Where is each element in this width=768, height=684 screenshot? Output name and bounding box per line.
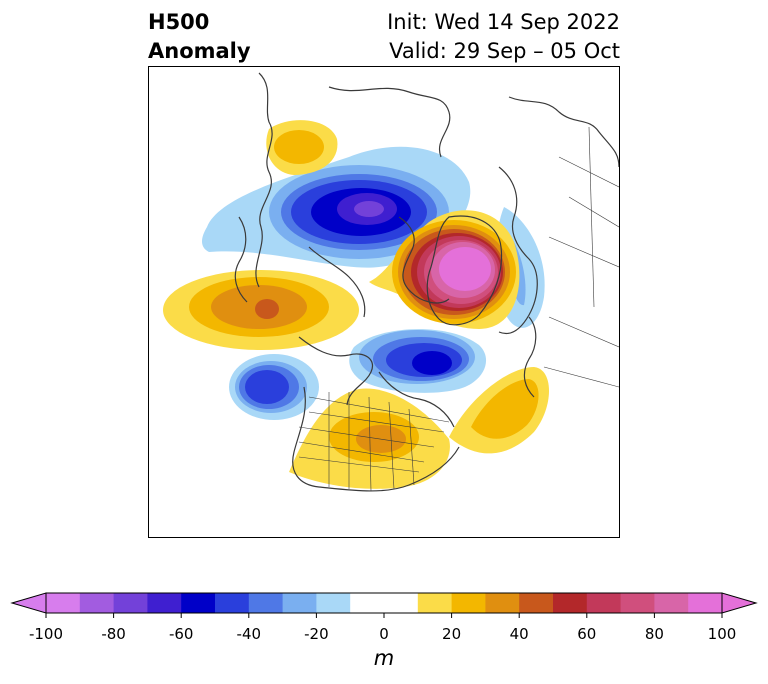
title-type: Anomaly — [148, 39, 251, 63]
colorbar-tick-label: 100 — [707, 625, 737, 643]
colorbar-segment — [113, 593, 148, 613]
colorbar-tick-label: 80 — [644, 625, 664, 643]
colorbar-segment — [350, 593, 385, 613]
colorbar — [10, 592, 758, 618]
colorbar-segment — [282, 593, 317, 613]
map-frame — [148, 66, 620, 538]
anomaly-map — [163, 72, 619, 492]
colorbar-tick-label: 60 — [577, 625, 597, 643]
colorbar-segment — [147, 593, 182, 613]
central-atlantic-ridge-contours — [449, 367, 549, 454]
colorbar-segment — [384, 593, 419, 613]
colorbar-tick-label: 40 — [509, 625, 529, 643]
title-field: H500 — [148, 10, 210, 34]
colorbar-segment — [46, 593, 81, 613]
pacific-trough-contours — [229, 354, 319, 420]
colorbar-segment — [181, 593, 216, 613]
colorbar-segment — [553, 593, 588, 613]
colorbar-segment — [519, 593, 554, 613]
colorbar-segment — [688, 593, 723, 613]
colorbar-segment — [316, 593, 351, 613]
us-ridge-contours — [289, 388, 450, 489]
colorbar-tick-label: -20 — [304, 625, 329, 643]
valid-range: Valid: 29 Sep – 05 Oct — [389, 39, 620, 63]
init-date: Init: Wed 14 Sep 2022 — [387, 10, 620, 34]
atlantic-trough-contours — [349, 329, 487, 393]
colorbar-tick-label: -60 — [168, 625, 194, 643]
colorbar-tick-label: -100 — [28, 625, 64, 643]
title-left: H500 Anomaly — [148, 8, 251, 66]
colorbar-segment — [417, 593, 453, 613]
colorbar-segment — [451, 593, 486, 613]
north-ridge-contours — [266, 120, 338, 175]
colorbar-tick-label: -80 — [101, 625, 126, 643]
colorbar-segment — [485, 593, 520, 613]
colorbar-unit-label: m — [373, 646, 395, 670]
coastlines — [234, 72, 619, 492]
colorbar-tick-label: 0 — [379, 625, 389, 643]
colorbar-segment — [215, 593, 250, 613]
colorbar-segment — [586, 593, 622, 613]
colorbar-tick-label: 20 — [442, 625, 462, 643]
colorbar-extend-high — [721, 592, 758, 614]
greenland-ridge-contours — [369, 210, 520, 329]
colorbar-segment — [79, 593, 115, 613]
colorbar-tick-label: -40 — [236, 625, 262, 643]
colorbar-segment — [248, 593, 284, 613]
alaska-ridge-contours — [163, 270, 359, 350]
hudson-trough-contours — [202, 146, 471, 268]
political-borders — [298, 126, 619, 492]
colorbar-segment — [654, 593, 689, 613]
title-right: Init: Wed 14 Sep 2022 Valid: 29 Sep – 05… — [387, 8, 620, 66]
colorbar-extend-low — [10, 592, 47, 614]
colorbar-segment — [620, 593, 655, 613]
